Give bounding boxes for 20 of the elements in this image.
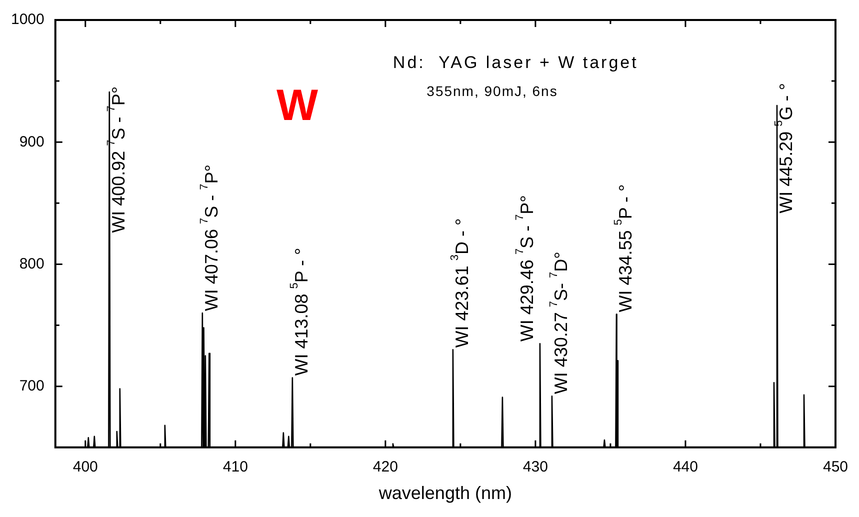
x-tick-label: 430 — [522, 458, 548, 476]
annotation: W — [276, 81, 318, 130]
text: 355nm, 90mJ, 6ns — [426, 83, 558, 99]
annotation: WI 429.46 7S - 7P° — [514, 195, 537, 342]
x-tick-label: 400 — [72, 458, 98, 476]
x-tick-label: 410 — [222, 458, 248, 476]
y-tick-label: 800 — [19, 255, 44, 272]
x-tick-label: 450 — [822, 458, 848, 476]
annotation: WI 407.06 7S - 7P° — [198, 164, 222, 312]
annotation: WI 413.08 5P - ° — [288, 248, 312, 376]
x-axis-title: wavelength (nm) — [378, 483, 512, 504]
annotation: WI 434.55 5P - ° — [612, 184, 636, 312]
y-tick-label: 700 — [19, 377, 44, 394]
text: Nd: YAG laser + W target — [392, 53, 638, 72]
x-tick-label: 420 — [372, 458, 398, 476]
x-tick-label: 440 — [672, 458, 698, 476]
y-tick-label: 1000 — [10, 11, 44, 28]
y-tick-label: 900 — [19, 133, 44, 150]
annotation: WI 430.27 7S- 7D° — [548, 252, 571, 394]
annotation: WI 423.61 3D - ° — [448, 218, 472, 348]
